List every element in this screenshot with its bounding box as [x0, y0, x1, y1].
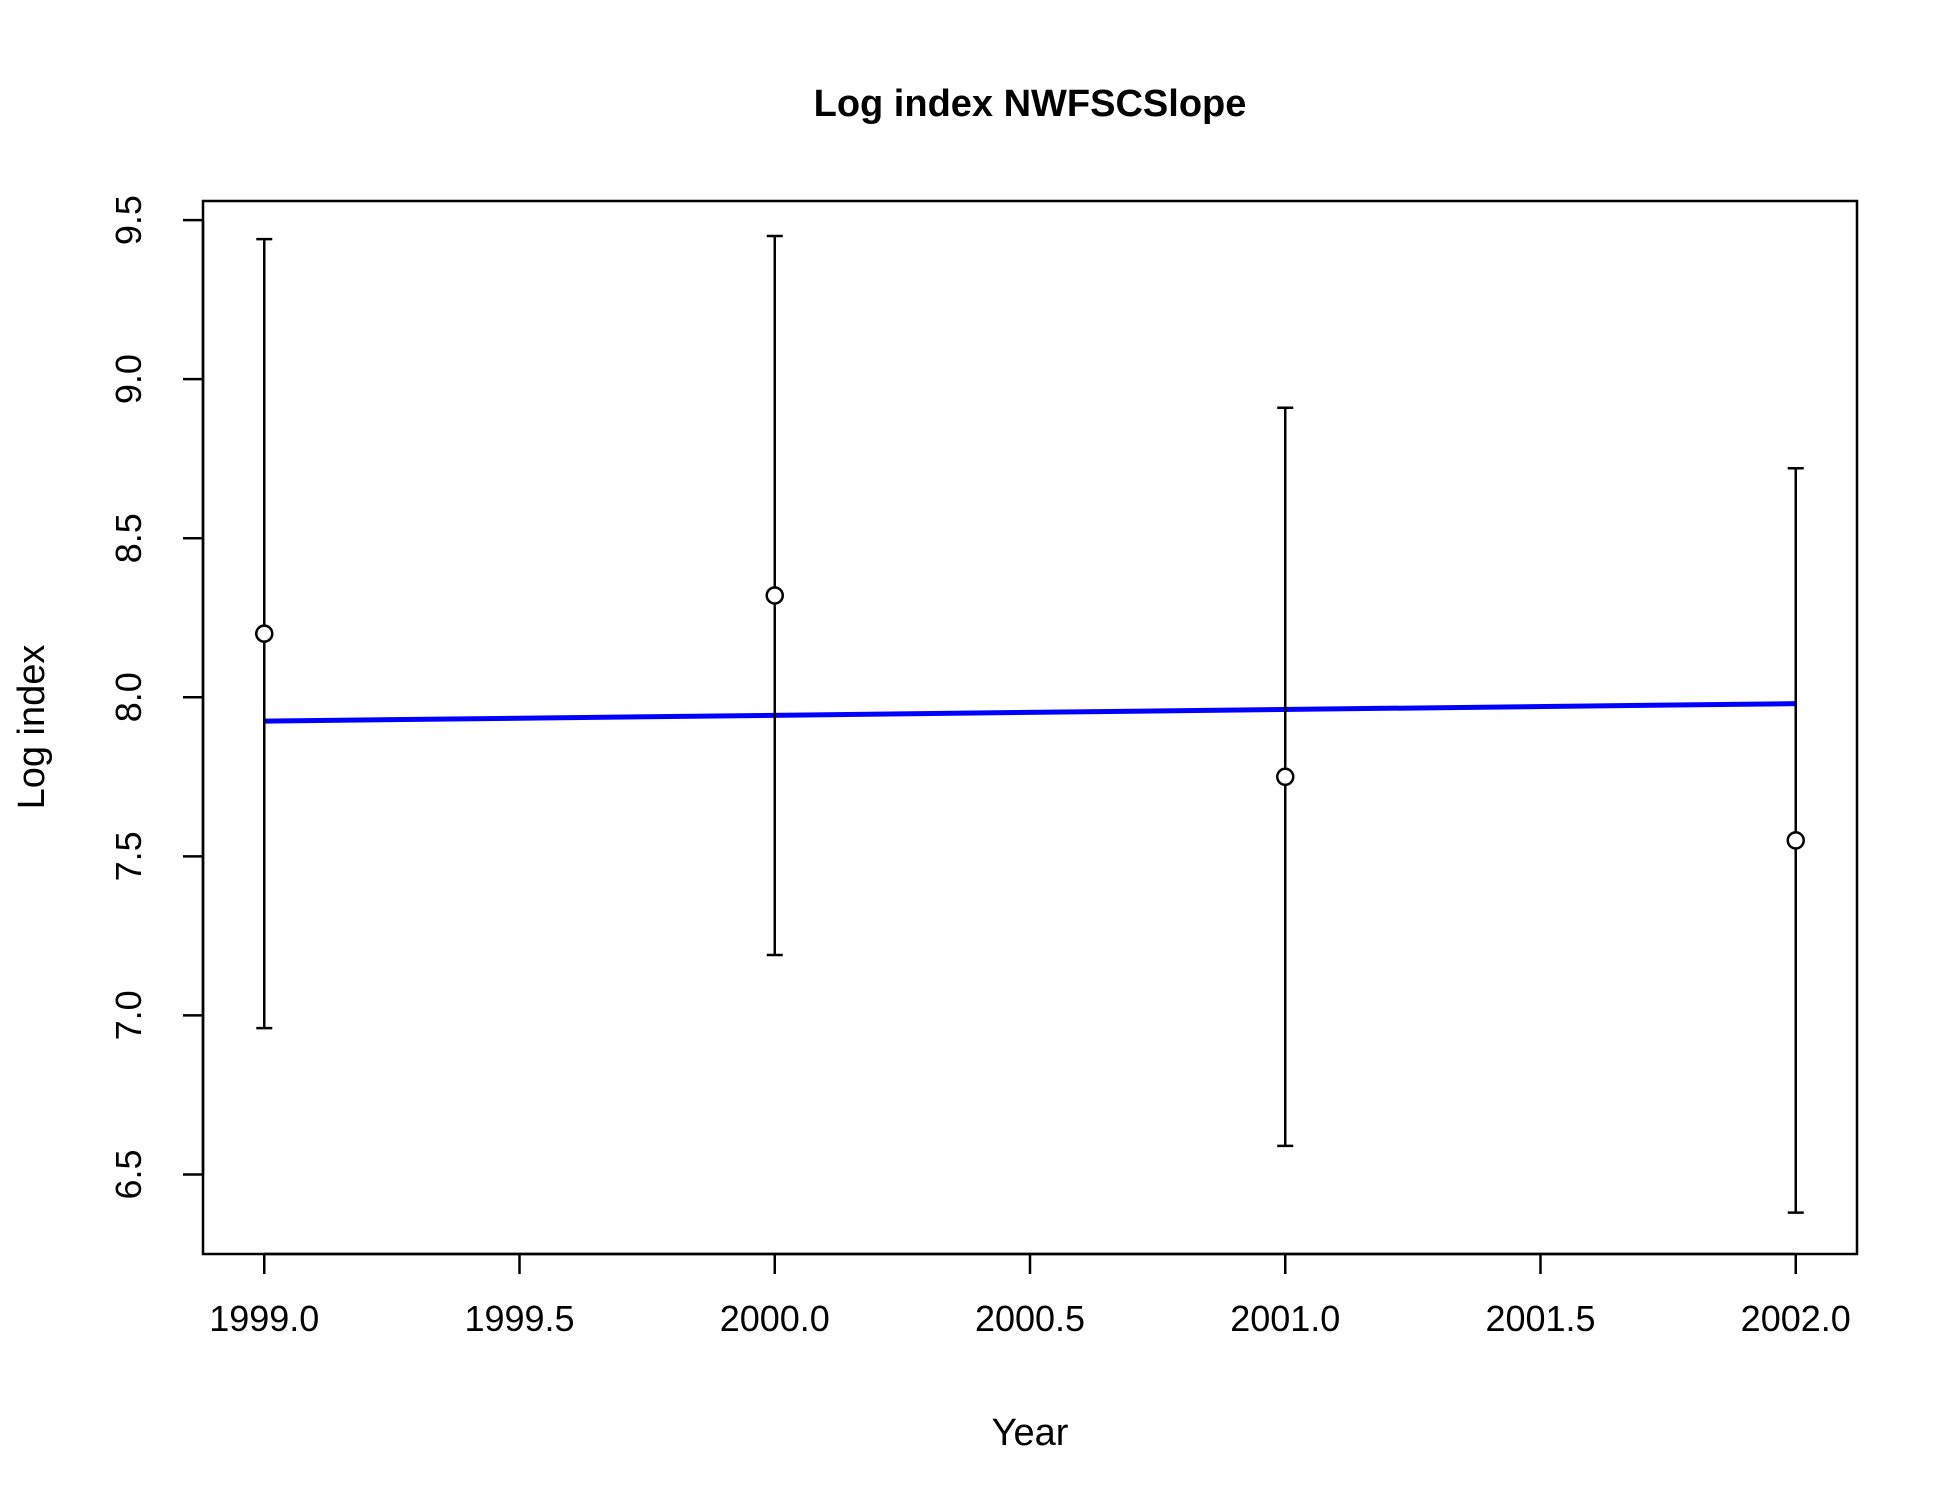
x-tick-label: 1999.5 — [464, 1298, 574, 1339]
x-axis-title: Year — [992, 1412, 1069, 1454]
y-tick-label: 9.5 — [108, 195, 149, 245]
data-point — [255, 624, 274, 643]
x-tick-label: 2000.5 — [975, 1298, 1085, 1339]
x-tick-label: 2002.0 — [1741, 1298, 1851, 1339]
x-tick-label: 2001.0 — [1230, 1298, 1340, 1339]
y-axis-title: Log index — [11, 645, 53, 810]
chart-title: Log index NWFSCSlope — [814, 83, 1247, 125]
y-tick-label: 9.0 — [108, 354, 149, 404]
data-point-group — [765, 234, 785, 957]
fit-line — [264, 701, 1796, 724]
data-point — [1275, 767, 1295, 787]
y-tick-label: 7.5 — [108, 831, 149, 881]
x-axis: 1999.0 1999.5 2000.0 2000.5 2001.0 2001.5 2002… — [209, 1252, 1851, 1339]
y-tick-label: 8.0 — [108, 672, 149, 722]
y-axis: 6.5 7.0 7.5 8.0 8.5 9.0 9.5 — [108, 195, 205, 1199]
data-point-group — [1275, 406, 1295, 1148]
y-tick-label: 6.5 — [108, 1149, 149, 1199]
fit-line-layer — [264, 701, 1796, 724]
plot-frame — [201, 199, 1859, 1256]
data-point — [1786, 831, 1805, 850]
data-point-group — [1786, 466, 1805, 1214]
y-tick-label: 7.0 — [108, 990, 149, 1040]
data-series — [255, 234, 1805, 1214]
data-point — [765, 586, 785, 605]
y-tick-label: 8.5 — [108, 513, 149, 563]
x-tick-label: 1999.0 — [209, 1298, 319, 1339]
x-tick-label: 2000.0 — [720, 1298, 830, 1339]
data-point-group — [255, 237, 274, 1030]
x-tick-label: 2001.5 — [1485, 1298, 1595, 1339]
